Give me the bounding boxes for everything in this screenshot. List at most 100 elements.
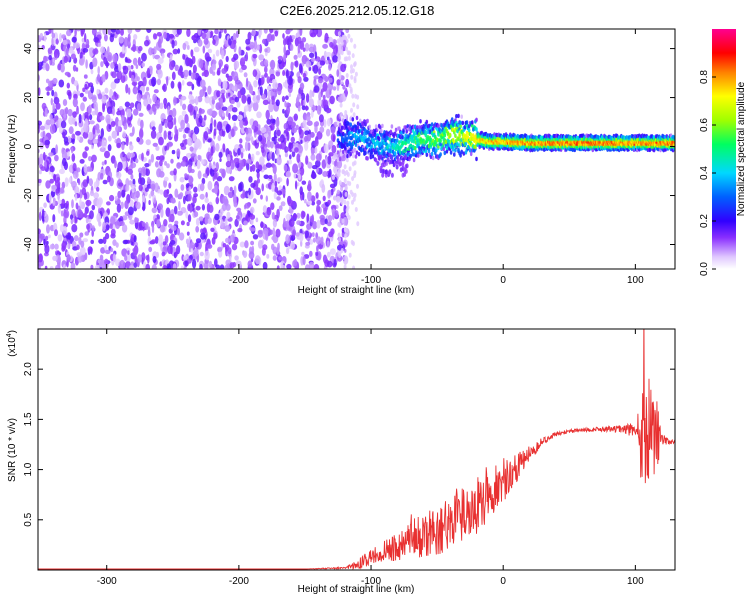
signal-cell: [447, 139, 451, 144]
noise-cell: [52, 214, 56, 223]
noise-cell: [118, 70, 121, 79]
noise-cell: [343, 113, 347, 119]
noise-cell: [171, 149, 176, 155]
noise-cell: [55, 144, 58, 154]
signal-cell: [436, 137, 439, 142]
noise-cell: [246, 159, 252, 164]
noise-cell: [343, 233, 347, 239]
noise-cell: [235, 30, 239, 38]
noise-cell: [76, 90, 81, 96]
noise-cell: [142, 76, 147, 87]
noise-cell: [171, 39, 175, 49]
noise-cell: [186, 152, 192, 158]
noise-cell: [112, 239, 117, 246]
noise-cell: [188, 94, 193, 100]
noise-cell: [74, 186, 80, 195]
noise-cell: [130, 261, 134, 266]
spectrogram-x-tick-label: -200: [229, 275, 249, 286]
noise-cell: [64, 107, 69, 115]
noise-cell: [213, 128, 217, 137]
noise-cell: [110, 29, 117, 33]
noise-cell: [138, 45, 143, 52]
noise-cell: [300, 210, 305, 220]
noise-cell: [189, 242, 195, 249]
noise-cell: [248, 176, 253, 183]
noise-cell: [104, 244, 108, 251]
signal-cell: [672, 135, 675, 140]
noise-cell: [164, 145, 168, 152]
signal-cell: [371, 154, 375, 159]
noise-cell: [186, 81, 193, 87]
signal-cell: [469, 151, 473, 157]
signal-cell: [418, 146, 421, 151]
noise-cell: [229, 262, 235, 269]
noise-cell: [224, 225, 231, 232]
noise-cell: [219, 168, 224, 174]
signal-cell: [451, 147, 455, 152]
noise-cell: [155, 156, 161, 161]
noise-cell: [64, 177, 69, 188]
signal-cell: [355, 150, 359, 155]
noise-cell: [328, 215, 333, 222]
noise-cell: [234, 255, 239, 261]
noise-cell: [177, 210, 183, 216]
noise-cell: [288, 218, 295, 227]
noise-cell: [163, 103, 167, 110]
noise-cell: [288, 159, 292, 165]
noise-cell: [299, 233, 304, 242]
noise-cell: [308, 46, 315, 53]
noise-cell: [312, 237, 316, 243]
noise-cell: [302, 72, 307, 78]
signal-cell: [424, 130, 428, 135]
noise-cell: [343, 171, 347, 176]
signal-cell: [340, 125, 344, 130]
noise-cell: [82, 151, 88, 159]
noise-cell: [199, 79, 206, 88]
noise-cell: [222, 195, 228, 205]
signal-cell: [356, 125, 360, 130]
noise-cell: [310, 147, 315, 156]
noise-cell: [297, 144, 304, 154]
noise-cell: [266, 76, 270, 84]
noise-cell: [167, 141, 173, 147]
noise-cell: [293, 214, 298, 219]
noise-cell: [119, 259, 126, 269]
noise-cell: [194, 242, 199, 248]
noise-cell: [164, 119, 169, 129]
noise-cell: [403, 172, 407, 177]
noise-cell: [297, 105, 301, 112]
noise-cell: [187, 103, 193, 113]
noise-cell: [74, 193, 78, 201]
signal-cell: [458, 134, 461, 139]
noise-cell: [352, 112, 356, 118]
snr-y-tick-label: 1.0: [23, 462, 34, 476]
noise-cell: [147, 254, 150, 264]
noise-cell: [349, 68, 353, 74]
noise-cell: [351, 53, 355, 59]
signal-cell: [409, 143, 413, 148]
noise-cell: [338, 36, 342, 42]
noise-cell: [268, 175, 273, 180]
noise-cell: [240, 148, 245, 153]
noise-cell: [104, 50, 109, 58]
noise-cell: [138, 184, 143, 192]
noise-cell: [150, 120, 156, 128]
noise-cell: [272, 164, 277, 175]
noise-cell: [323, 227, 328, 232]
noise-cell: [337, 196, 341, 202]
signal-cell: [404, 133, 408, 138]
signal-cell: [358, 118, 362, 124]
noise-cell: [101, 139, 105, 150]
signal-cell: [357, 129, 361, 134]
noise-cell: [276, 129, 281, 137]
noise-cell: [39, 32, 44, 39]
noise-cell: [201, 177, 206, 185]
noise-cell: [151, 224, 155, 234]
noise-cell: [185, 238, 189, 245]
noise-cell: [80, 30, 84, 37]
colorbar-tick-label: 0.4: [699, 166, 710, 180]
noise-cell: [107, 135, 112, 142]
noise-cell: [52, 77, 58, 85]
noise-cell: [322, 195, 326, 202]
noise-cell: [96, 198, 102, 209]
